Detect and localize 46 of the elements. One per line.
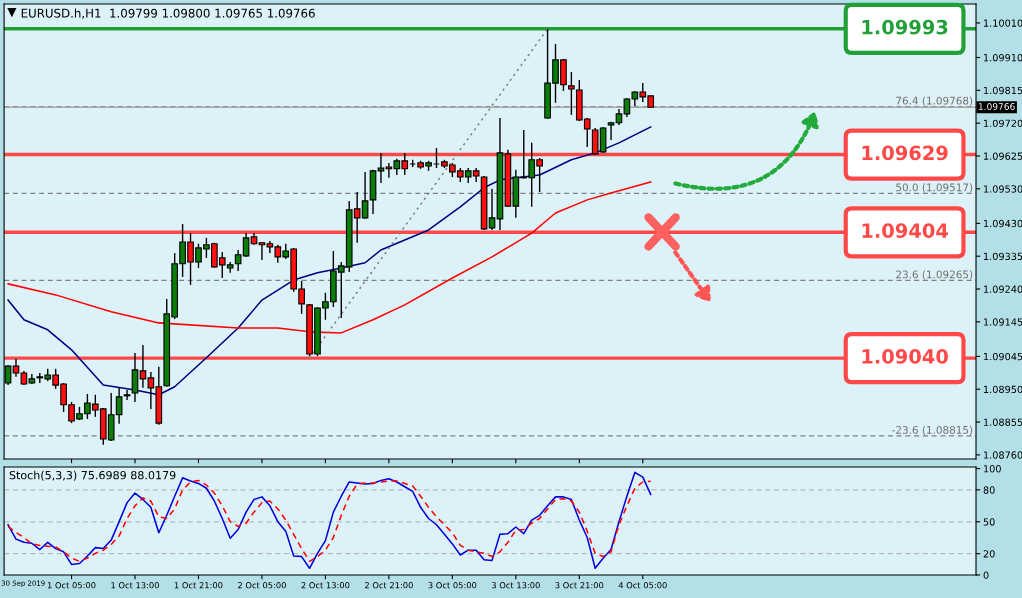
ref-line-label: 23.6 (1.09265) xyxy=(896,270,973,280)
ref-line-label: 76.4 (1.09768) xyxy=(896,96,973,106)
y-tick-label: 1.09815 xyxy=(984,86,1022,95)
chart-title: EURUSD.h,H1 1.09799 1.09800 1.09765 1.09766 xyxy=(21,8,315,19)
annotation: 1.09404 xyxy=(862,223,948,238)
x-tick-label: 4 Oct 05:00 xyxy=(618,582,667,589)
ref-line-label: -23.6 (1.08815) xyxy=(892,425,973,436)
y-tick-label: 1.09720 xyxy=(984,119,1022,127)
ref-line-label: 50.0 (1.09517) xyxy=(896,183,973,193)
y-tick-label: 20 xyxy=(983,550,995,558)
ref-line-label: 1.09766 xyxy=(978,103,1015,110)
chart-title: Stoch(5,3,3) 75.6989 88.0179 xyxy=(9,470,176,481)
y-tick-label: 1.08950 xyxy=(984,385,1022,394)
x-tick-label: 3 Oct 21:00 xyxy=(555,582,604,589)
y-tick-label: 1.09335 xyxy=(984,252,1022,261)
x-tick-label: 1 Oct 13:00 xyxy=(111,582,159,589)
x-tick-label: 3 Oct 05:00 xyxy=(428,582,477,589)
annotation: 1.09993 xyxy=(862,19,948,35)
x-tick-label: 1 Oct 05:00 xyxy=(47,582,96,589)
y-tick-label: 1.10010 xyxy=(984,19,1022,27)
x-tick-label: 2 Oct 05:00 xyxy=(238,582,286,589)
y-tick-label: 80 xyxy=(983,486,995,494)
y-tick-label: 1.09145 xyxy=(984,318,1022,326)
y-tick-label: 100 xyxy=(984,465,1001,473)
y-tick-label: 1.09430 xyxy=(984,219,1022,228)
y-tick-label: 1.09910 xyxy=(984,53,1022,62)
x-tick-label: 2 Oct 13:00 xyxy=(301,582,350,589)
line-series xyxy=(7,181,652,334)
y-tick-label: 0 xyxy=(983,571,989,579)
y-tick-label: 1.08760 xyxy=(984,451,1022,459)
y-tick-label: 1.09530 xyxy=(984,185,1022,193)
line-series xyxy=(7,471,652,570)
y-tick-label: 1.09045 xyxy=(984,352,1022,361)
x-tick-label: 2 Oct 21:00 xyxy=(364,582,413,589)
x-tick-label: 3 Oct 13:00 xyxy=(491,582,540,589)
x-tick-label: 1 Oct 21:00 xyxy=(174,582,223,589)
y-tick-label: 50 xyxy=(983,518,995,526)
y-tick-label: 1.08855 xyxy=(984,418,1022,426)
annotation: 1.09629 xyxy=(862,145,948,161)
annotation: 1.09040 xyxy=(862,349,948,364)
y-tick-label: 1.09625 xyxy=(984,152,1022,160)
y-tick-label: 1.09240 xyxy=(984,285,1022,293)
candlestick xyxy=(123,389,131,401)
candlestick xyxy=(131,352,139,403)
line-series xyxy=(7,126,652,396)
line-series xyxy=(7,479,652,563)
